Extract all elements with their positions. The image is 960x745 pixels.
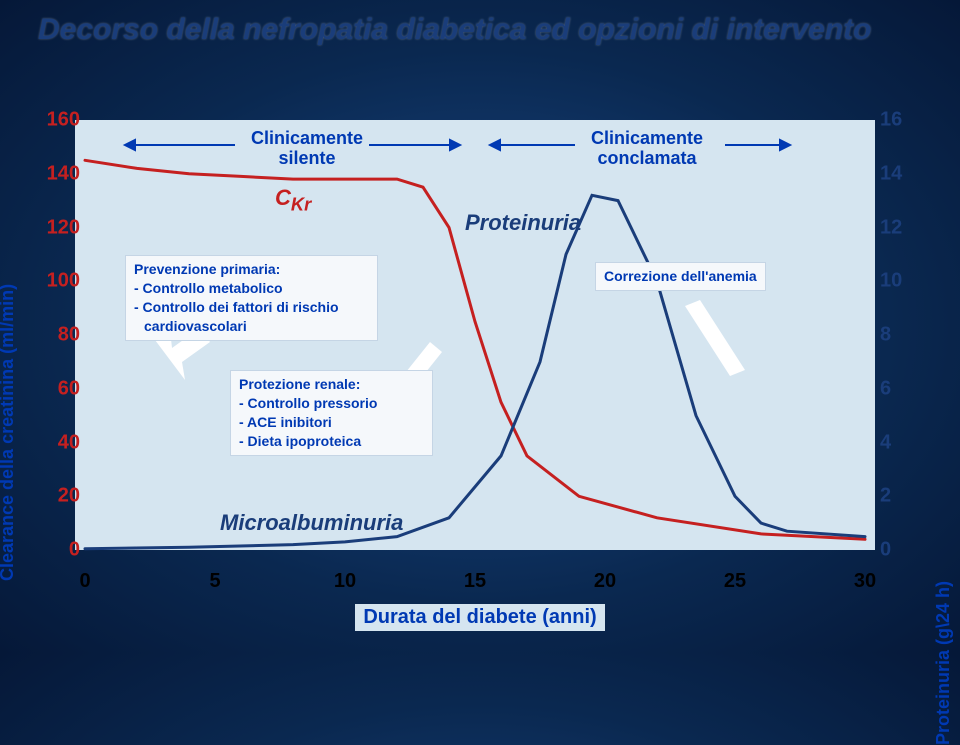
xtick: 30	[854, 570, 876, 593]
ytick-right: 16	[880, 109, 920, 132]
renal-line: - ACE inibitori	[239, 413, 424, 432]
ytick-right: 12	[880, 217, 920, 240]
anemia-text: Correzione dell'anemia	[604, 268, 757, 284]
ytick-left: 160	[40, 109, 80, 132]
ytick-left: 60	[40, 378, 80, 401]
ytick-right: 4	[880, 432, 920, 455]
xtick: 15	[464, 570, 486, 593]
prevention-title: Prevenzione primaria:	[134, 260, 369, 279]
ytick-left: 80	[40, 324, 80, 347]
prevention-box: Prevenzione primaria: - Controllo metabo…	[125, 255, 378, 341]
renal-box: Protezione renale: - Controllo pressorio…	[230, 370, 433, 456]
phase-silent-label: Clinicamente silente	[245, 127, 369, 171]
ytick-right: 14	[880, 163, 920, 186]
renal-line: - Controllo pressorio	[239, 394, 424, 413]
xtick: 20	[594, 570, 616, 593]
anemia-box: Correzione dell'anemia	[595, 262, 766, 291]
ytick-left: 0	[40, 539, 80, 562]
prevention-line: - Controllo metabolico	[134, 279, 369, 298]
ytick-left: 100	[40, 270, 80, 293]
xtick: 5	[209, 570, 220, 593]
ckr-series-label: CKr	[275, 185, 311, 215]
renal-line: - Dieta ipoproteica	[239, 432, 424, 451]
ytick-right: 2	[880, 485, 920, 508]
xtick: 25	[724, 570, 746, 593]
ytick-left: 20	[40, 485, 80, 508]
ytick-left: 140	[40, 163, 80, 186]
ytick-left: 120	[40, 217, 80, 240]
prevention-line: - Controllo dei fattori di rischio	[134, 298, 369, 317]
y-axis-right-label: Proteinuria (g\24 h)	[933, 581, 954, 745]
microalbuminuria-series-label: Microalbuminuria	[220, 510, 403, 536]
xtick: 0	[79, 570, 90, 593]
x-axis-label: Durata del diabete (anni)	[355, 604, 604, 631]
renal-title: Protezione renale:	[239, 375, 424, 394]
ytick-right: 8	[880, 324, 920, 347]
ytick-right: 10	[880, 270, 920, 293]
phase-overt-label: Clinicamente conclamata	[585, 127, 709, 171]
xtick: 10	[334, 570, 356, 593]
ytick-left: 40	[40, 432, 80, 455]
y-axis-left-label: Clearance della creatinina (ml/min)	[0, 284, 18, 581]
ytick-right: 6	[880, 378, 920, 401]
proteinuria-series-label: Proteinuria	[465, 210, 581, 236]
phase-silent-text1: Clinicamente	[251, 128, 363, 148]
phase-overt-text2: conclamata	[598, 148, 697, 168]
phase-overt-text1: Clinicamente	[591, 128, 703, 148]
phase-silent-text2: silente	[279, 148, 336, 168]
slide-title: Decorso della nefropatia diabetica ed op…	[38, 12, 940, 48]
prevention-line: cardiovascolari	[134, 317, 369, 336]
ytick-right: 0	[880, 539, 920, 562]
